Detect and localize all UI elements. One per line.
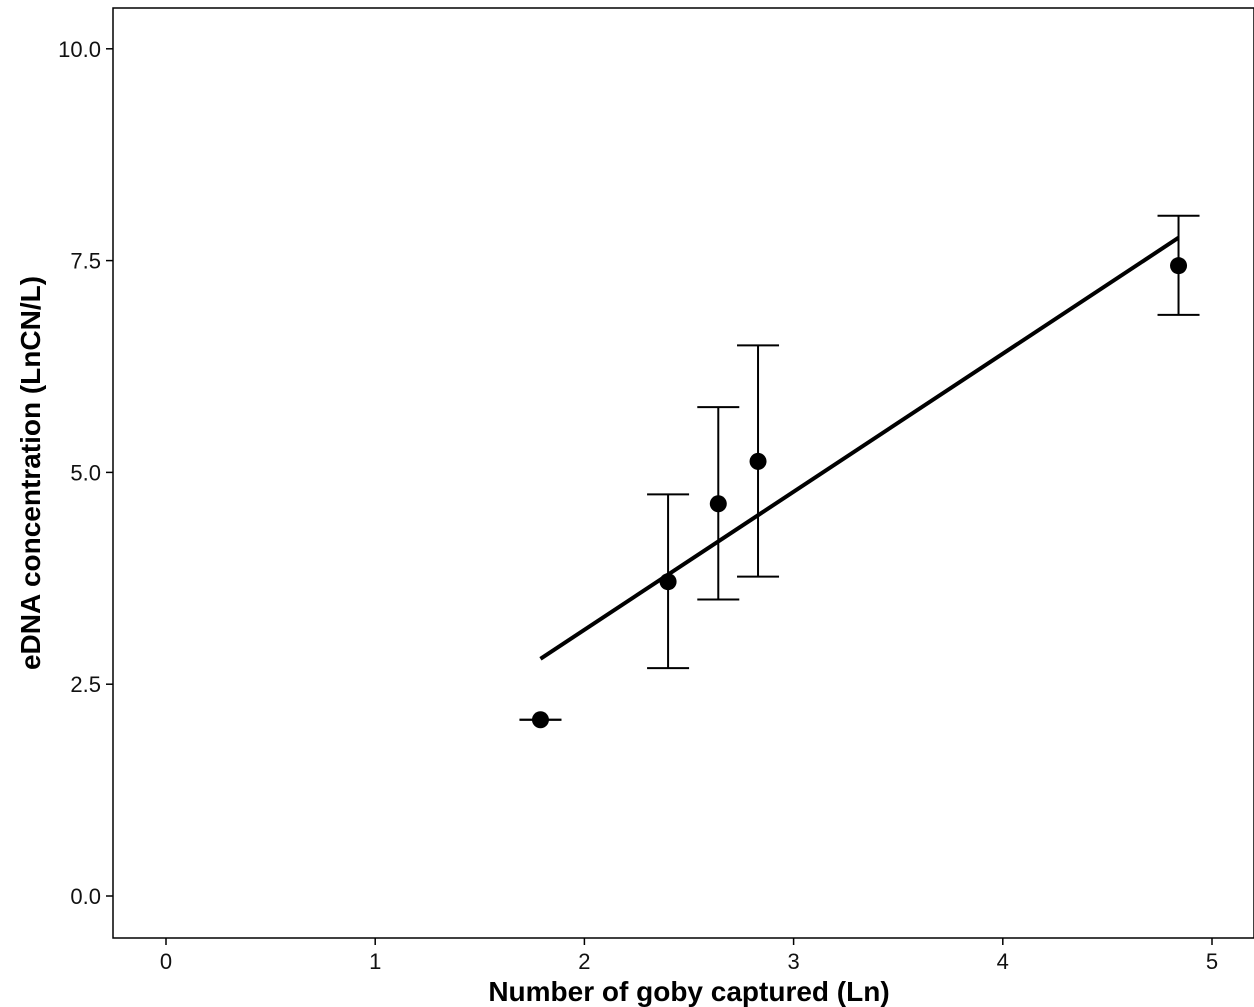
y-tick-label: 2.5 [70, 672, 101, 697]
x-tick-label: 4 [997, 949, 1009, 974]
x-tick-label: 2 [578, 949, 590, 974]
x-axis-title: Number of goby captured (Ln) [488, 976, 889, 1007]
x-tick-label: 3 [787, 949, 799, 974]
data-point [531, 711, 549, 729]
y-tick-label: 5.0 [70, 460, 101, 485]
x-tick-label: 0 [160, 949, 172, 974]
fit-line-group [539, 236, 1180, 661]
y-tick-label: 0.0 [70, 884, 101, 909]
data-point [659, 573, 677, 591]
regression-line [539, 236, 1180, 661]
data-points [531, 257, 1188, 729]
x-tick-label: 5 [1206, 949, 1218, 974]
y-tick-label: 7.5 [70, 249, 101, 274]
data-point [749, 452, 767, 470]
data-point [1170, 257, 1188, 275]
y-tick-label: 10.0 [58, 37, 101, 62]
y-axis-title: eDNA concentration (LnCN/L) [15, 276, 46, 670]
data-point [709, 495, 727, 513]
plot-border [112, 7, 1254, 939]
y-axis: 0.0 2.5 5.0 7.5 10.0 [58, 37, 113, 909]
x-tick-label: 1 [369, 949, 381, 974]
x-axis: 0 1 2 3 4 5 [160, 938, 1218, 974]
